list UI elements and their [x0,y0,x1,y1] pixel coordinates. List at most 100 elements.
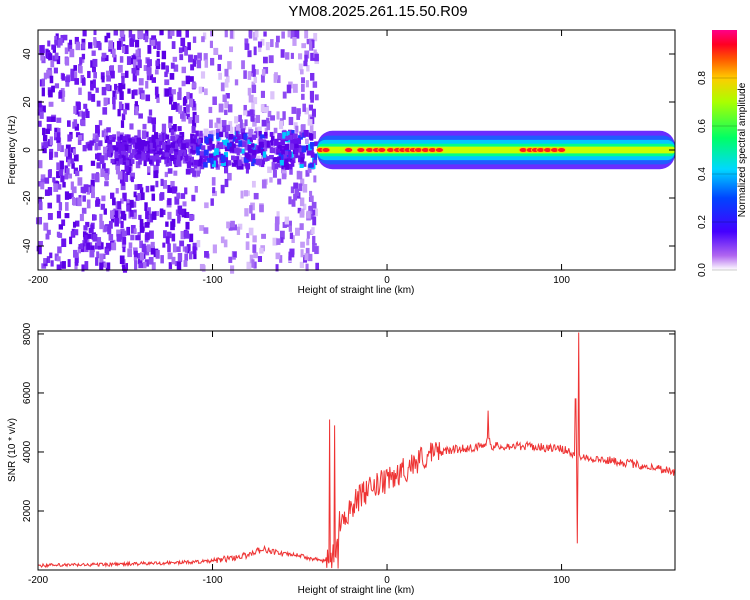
spectrogram-cloud-cell [298,147,302,153]
spectrogram-noise-cell [81,42,86,49]
spectrogram-noise-cell [306,65,310,72]
spectrogram-noise-cell [54,39,58,46]
spectrogram-noise-cell [69,158,74,164]
spectrogram-noise-cell [121,113,126,121]
spectrogram-cloud-cell [114,151,119,159]
spectrogram-noise-cell [106,75,111,82]
spectrogram-cloud-cell [272,157,277,163]
spectrogram-noise-cell [177,205,183,214]
spectrogram-cloud-cell [312,159,318,166]
spectrogram-noise-cell [299,171,303,180]
spectrogram-noise-cell [131,90,135,99]
spectrogram-noise-cell [92,214,97,221]
spectrogram-noise-cell [307,165,312,173]
spectrogram-noise-cell [95,257,99,266]
spectrogram-cloud-cell [164,152,170,157]
spectrogram-noise-cell [312,216,317,226]
spectrogram-noise-cell [130,176,134,183]
spectrogram-noise-cell [61,93,65,102]
spectrogram-noise-cell [145,211,149,220]
spectrogram-noise-cell [220,82,225,92]
spectrogram-noise-cell [291,235,295,244]
spectrogram-noise-cell [86,233,92,239]
spectrogram-noise-cell [183,260,188,267]
spectrogram-noise-cell [54,151,59,158]
spectrogram-cloud-cell [262,151,267,158]
spectrogram-noise-cell [304,253,309,261]
spectrogram-noise-cell [203,227,209,234]
spectrogram-cloud-cell [236,135,241,141]
spectrogram-noise-cell [99,213,103,222]
spectrogram-cloud-cell [200,163,205,170]
spectrogram-noise-cell [288,251,292,261]
spectrogram-noise-cell [79,213,84,222]
spectrogram-noise-cell [186,91,190,100]
spectrogram-noise-cell [137,183,143,190]
spectrogram-noise-cell [81,264,85,272]
spectrogram-noise-cell [171,218,176,227]
spectrogram-cloud-cell [221,139,227,145]
spectrogram-cloud-cell [138,144,143,151]
spectrogram-noise-cell [151,262,156,271]
spectrogram-y-tick-label: 0 [22,147,33,153]
spectrogram-noise-cell [67,42,73,52]
spectrogram-noise-cell [306,238,310,246]
spectrogram-cloud-cell [145,140,150,147]
spectrogram-noise-cell [145,80,149,89]
spectrogram-noise-cell [139,219,144,227]
spectrogram-noise-cell [134,101,138,109]
spectrogram-noise-cell [161,50,167,60]
spectrogram-noise-cell [250,115,255,122]
spectrogram-noise-cell [253,192,259,200]
spectrogram-noise-cell [274,216,280,225]
spectrogram-cloud-cell [269,147,273,153]
spectrogram-noise-cell [305,80,309,88]
spectrogram-cloud-cell [195,146,200,153]
spectrogram-noise-cell [313,175,317,183]
spectrogram-cloud-cell [164,157,168,165]
spectrogram-noise-cell [164,88,170,97]
spectrogram-noise-cell [174,134,179,143]
spectrogram-cloud-cell [266,140,270,148]
spectrogram-cloud-cell [243,157,249,163]
spectrogram-noise-cell [253,252,258,259]
spectrogram-cloud-cell [110,158,115,164]
spectrogram-noise-cell [123,172,129,182]
spectrogram-noise-cell [168,122,172,129]
spectrogram-noise-cell [81,57,85,63]
spectrogram-noise-cell [127,88,131,94]
spectrogram-noise-cell [91,93,96,102]
spectrogram-noise-cell [79,110,84,117]
spectrogram-noise-cell [180,230,186,240]
spectrogram-noise-cell [224,178,229,188]
spectrogram-noise-cell [179,131,185,138]
spectrogram-noise-cell [112,100,116,110]
spectrogram-cloud-cell [229,146,234,152]
spectrogram-cloud-cell [298,135,303,140]
spectrogram-noise-cell [183,106,187,116]
spectrogram-noise-cell [199,225,205,231]
spectrogram-noise-cell [247,87,251,96]
spectrogram-noise-cell [234,116,239,124]
spectrogram-noise-cell [245,241,250,250]
spectrogram-noise-cell [304,138,309,145]
spectrogram-noise-cell [78,87,82,95]
spectrogram-cloud-cell [241,141,247,148]
spectrogram-noise-cell [112,90,116,99]
spectrogram-cloud-cell [270,147,276,154]
spectrogram-noise-cell [275,35,280,43]
spectrogram-noise-cell [77,138,82,145]
spectrogram-noise-cell [269,177,273,183]
spectrogram-noise-cell [173,170,178,176]
spectrogram-noise-cell [91,173,95,180]
colorbar-tick-label: 0.6 [697,119,708,133]
spectrogram-noise-cell [172,56,178,62]
spectrogram-noise-cell [100,168,105,178]
spectrogram-cloud-cell [105,135,111,142]
spectrogram-cloud-cell [270,136,275,141]
spectrogram-noise-cell [146,207,151,216]
spectrogram-cloud-cell [227,142,232,150]
spectrogram-noise-cell [38,104,43,113]
spectrogram-noise-cell [75,258,79,266]
spectrogram-noise-cell [252,117,257,127]
